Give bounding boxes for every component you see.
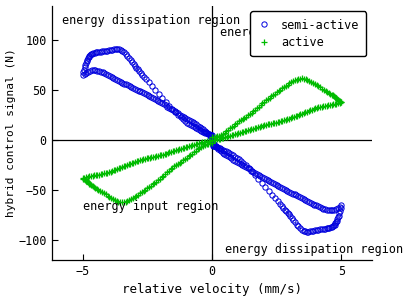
Line: semi-active: semi-active — [80, 47, 343, 234]
semi-active — [198, 129, 203, 133]
active — [110, 197, 115, 201]
Y-axis label: hybrid control signal (N): hybrid control signal (N) — [6, 48, 16, 217]
active — [193, 143, 198, 146]
active — [209, 138, 214, 142]
active — [337, 100, 342, 104]
semi-active — [209, 133, 214, 137]
semi-active — [113, 47, 118, 51]
active — [299, 77, 304, 80]
semi-active — [197, 128, 202, 132]
semi-active — [125, 83, 130, 87]
semi-active — [209, 138, 214, 142]
Line: active: active — [79, 75, 344, 206]
active — [191, 143, 196, 146]
active — [276, 120, 281, 124]
Text: energy dissipation region: energy dissipation region — [62, 14, 240, 27]
Text: energy dissipation region: energy dissipation region — [225, 243, 402, 256]
Text: energy input region: energy input region — [219, 25, 354, 39]
semi-active — [168, 107, 173, 111]
active — [209, 136, 214, 139]
semi-active — [289, 216, 294, 220]
active — [119, 200, 124, 204]
active — [155, 178, 160, 182]
X-axis label: relative velocity (mm/s): relative velocity (mm/s) — [122, 284, 301, 297]
Legend: semi-active, active: semi-active, active — [250, 11, 366, 56]
semi-active — [305, 230, 310, 233]
semi-active — [335, 206, 339, 210]
Text: energy input region: energy input region — [83, 200, 218, 213]
